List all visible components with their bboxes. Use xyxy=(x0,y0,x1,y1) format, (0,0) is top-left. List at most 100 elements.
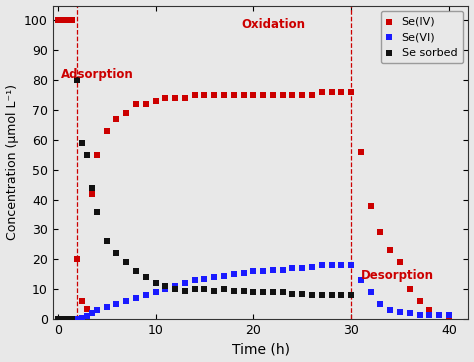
Se(VI) xyxy=(201,276,208,282)
Se(VI) xyxy=(162,286,169,292)
Se(IV) xyxy=(132,101,140,107)
Se sorbed xyxy=(337,292,345,298)
Se(VI) xyxy=(78,315,86,320)
Se(IV) xyxy=(318,89,326,95)
Se sorbed xyxy=(299,291,306,296)
Se(IV) xyxy=(54,18,62,24)
Se(IV) xyxy=(377,230,384,235)
Se sorbed xyxy=(162,283,169,289)
Se(VI) xyxy=(73,316,81,322)
Se sorbed xyxy=(308,292,316,298)
Se(IV) xyxy=(259,92,267,98)
Se(IV) xyxy=(201,92,208,98)
Se(IV) xyxy=(181,95,189,101)
Se(VI) xyxy=(60,316,67,322)
Se(VI) xyxy=(308,264,316,270)
Se(VI) xyxy=(406,310,413,316)
Se(IV) xyxy=(435,312,443,317)
Se sorbed xyxy=(249,289,257,295)
Se(IV) xyxy=(279,92,286,98)
Se sorbed xyxy=(142,274,149,280)
Se(IV) xyxy=(406,286,413,292)
Se(VI) xyxy=(113,301,120,307)
Se(VI) xyxy=(328,262,335,268)
Se sorbed xyxy=(259,289,267,295)
Se(IV) xyxy=(73,256,81,262)
Se sorbed xyxy=(93,209,100,214)
Se(IV) xyxy=(289,92,296,98)
Se(VI) xyxy=(142,292,149,298)
Se(IV) xyxy=(60,18,67,24)
Se sorbed xyxy=(54,316,62,322)
Se(IV) xyxy=(88,191,96,197)
Se(IV) xyxy=(416,298,423,304)
Se(VI) xyxy=(426,312,433,317)
Se(IV) xyxy=(230,92,237,98)
Se(IV) xyxy=(445,313,453,319)
Se sorbed xyxy=(328,292,335,298)
Se(IV) xyxy=(396,260,404,265)
Y-axis label: Concentration (μmol L⁻¹): Concentration (μmol L⁻¹) xyxy=(6,84,18,240)
Se(IV) xyxy=(64,18,71,24)
Se(VI) xyxy=(64,316,71,322)
Se(VI) xyxy=(435,312,443,317)
Se sorbed xyxy=(88,185,96,190)
X-axis label: Time (h): Time (h) xyxy=(232,342,290,357)
Se(IV) xyxy=(78,298,86,304)
Se sorbed xyxy=(240,288,247,294)
Se sorbed xyxy=(289,291,296,296)
Se(VI) xyxy=(191,277,199,283)
Text: Adsorption: Adsorption xyxy=(61,68,134,81)
Se sorbed xyxy=(269,289,277,295)
Se sorbed xyxy=(64,316,71,322)
Se(VI) xyxy=(279,267,286,273)
Se(IV) xyxy=(357,149,365,155)
Se sorbed xyxy=(69,316,76,322)
Se sorbed xyxy=(78,140,86,146)
Se(VI) xyxy=(347,262,355,268)
Se(VI) xyxy=(54,316,62,322)
Se(VI) xyxy=(445,312,453,317)
Se(VI) xyxy=(337,262,345,268)
Se sorbed xyxy=(181,288,189,294)
Se(VI) xyxy=(318,262,326,268)
Se sorbed xyxy=(171,286,179,292)
Se sorbed xyxy=(73,77,81,83)
Se(VI) xyxy=(93,307,100,313)
Se(IV) xyxy=(142,101,149,107)
Se(VI) xyxy=(240,270,247,275)
Se(VI) xyxy=(69,316,76,322)
Se(VI) xyxy=(220,273,228,279)
Se(VI) xyxy=(181,280,189,286)
Se(IV) xyxy=(162,95,169,101)
Se(VI) xyxy=(377,301,384,307)
Se(VI) xyxy=(386,307,394,313)
Se(VI) xyxy=(357,277,365,283)
Se(IV) xyxy=(83,306,91,311)
Se(IV) xyxy=(122,110,130,116)
Se sorbed xyxy=(57,316,64,322)
Se sorbed xyxy=(122,260,130,265)
Se sorbed xyxy=(60,316,67,322)
Se(IV) xyxy=(249,92,257,98)
Se(IV) xyxy=(220,92,228,98)
Se(IV) xyxy=(240,92,247,98)
Se sorbed xyxy=(347,292,355,298)
Se(IV) xyxy=(191,92,199,98)
Se sorbed xyxy=(279,289,286,295)
Se(IV) xyxy=(210,92,218,98)
Se(VI) xyxy=(103,304,110,310)
Se sorbed xyxy=(210,288,218,294)
Se(IV) xyxy=(171,95,179,101)
Se(IV) xyxy=(426,307,433,313)
Se sorbed xyxy=(191,286,199,292)
Se(IV) xyxy=(367,203,374,209)
Se(VI) xyxy=(259,268,267,274)
Legend: Se(IV), Se(VI), Se sorbed: Se(IV), Se(VI), Se sorbed xyxy=(381,11,463,63)
Se(VI) xyxy=(289,265,296,271)
Se(VI) xyxy=(210,274,218,280)
Se(IV) xyxy=(328,89,335,95)
Se sorbed xyxy=(318,292,326,298)
Se(VI) xyxy=(171,283,179,289)
Se(IV) xyxy=(113,116,120,122)
